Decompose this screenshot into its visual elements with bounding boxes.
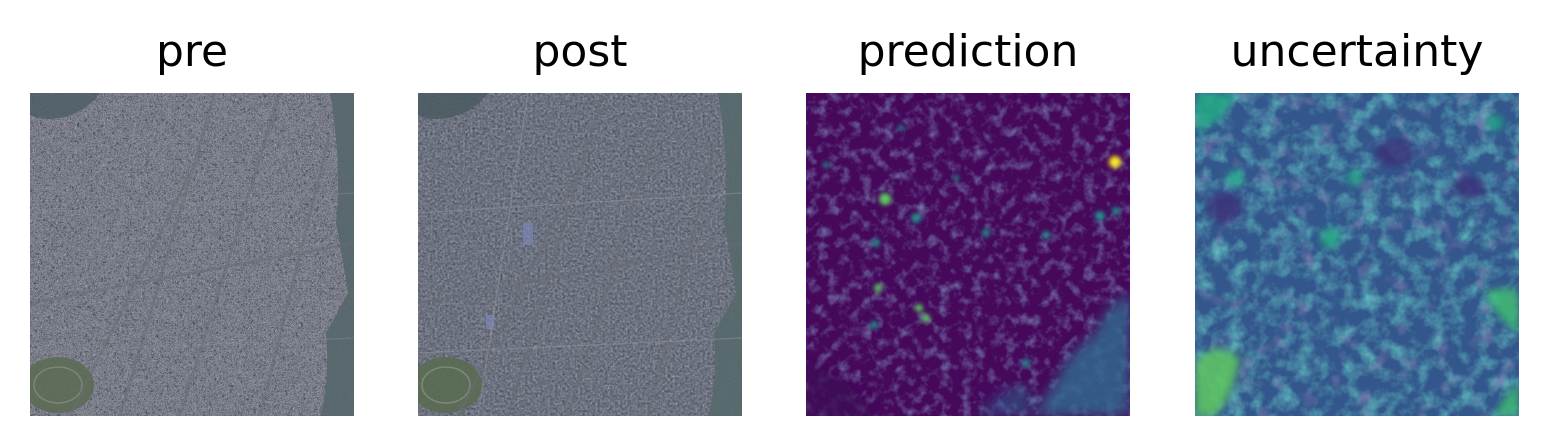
- uncertainty-heatmap: [1195, 93, 1519, 416]
- panel-title-pre: pre: [0, 22, 394, 82]
- panel-uncertainty: uncertainty: [1195, 0, 1519, 446]
- panel-prediction: prediction: [806, 0, 1130, 446]
- panel-pre: pre: [30, 0, 354, 446]
- post-disaster-satellite-image: [418, 93, 742, 416]
- prediction-heatmap: [806, 93, 1130, 416]
- panel-title-uncertainty: uncertainty: [1155, 22, 1548, 82]
- panel-title-prediction: prediction: [766, 22, 1170, 82]
- panel-post: post: [418, 0, 742, 446]
- panel-title-post: post: [378, 22, 782, 82]
- pre-disaster-satellite-image: [30, 93, 354, 416]
